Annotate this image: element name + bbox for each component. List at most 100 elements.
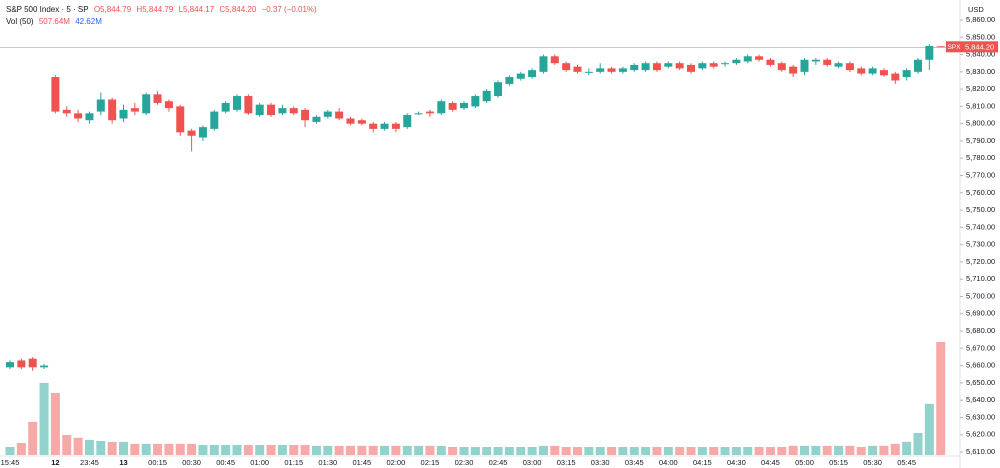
volume-bar	[731, 446, 741, 455]
x-tick-label: 00:30	[182, 458, 201, 467]
volume-bar	[277, 444, 287, 455]
candle-body	[505, 77, 514, 84]
candle-body	[414, 113, 423, 115]
y-tick-label: 5,830.00	[966, 67, 995, 76]
volume-bar	[641, 446, 651, 455]
volume-bar	[879, 445, 889, 455]
volume-bar	[550, 445, 560, 455]
candle-body	[119, 109, 128, 119]
candle-body	[550, 56, 559, 64]
y-tick-label: 5,700.00	[966, 291, 995, 300]
volume-bar	[811, 445, 821, 455]
candle-body	[198, 127, 207, 138]
volume-bar	[675, 446, 685, 455]
volume-bar	[425, 445, 435, 455]
candle-body	[845, 63, 854, 71]
candle-body	[130, 108, 139, 112]
candle-body	[142, 94, 151, 114]
candle-body	[85, 113, 94, 121]
y-tick-label: 5,670.00	[966, 343, 995, 352]
y-tick-label: 5,850.00	[966, 32, 995, 41]
candle-body	[482, 90, 491, 102]
y-tick-label: 5,680.00	[966, 326, 995, 335]
candle-body	[596, 68, 605, 72]
price-legend: S&P 500 Index · 5 · SP O5,844.79 H5,844.…	[6, 4, 320, 16]
volume-bar	[380, 445, 390, 455]
candle-body	[255, 104, 264, 116]
volume-bar	[788, 445, 798, 455]
volume-bar	[743, 446, 753, 455]
volume-bar	[834, 445, 844, 455]
candle-body	[936, 46, 945, 48]
candle-body	[891, 73, 900, 81]
candle-body	[96, 99, 105, 112]
candle-body	[868, 68, 877, 74]
candle-body	[357, 120, 366, 124]
candle-body	[267, 104, 276, 116]
candle-body	[687, 64, 695, 72]
volume-bar	[436, 445, 446, 455]
candle-body	[17, 360, 26, 368]
candle-body	[278, 108, 287, 114]
y-tick-label: 5,690.00	[966, 309, 995, 318]
volume-bar	[686, 446, 696, 455]
candle-body	[233, 96, 241, 110]
candle-body	[335, 111, 344, 119]
y-tick-label: 5,740.00	[966, 222, 995, 231]
x-tick-label: 02:30	[455, 458, 474, 467]
volume-bar	[913, 432, 923, 455]
ohlc-high: H5,844.79	[136, 5, 174, 14]
candle-body	[380, 123, 389, 129]
candle-body	[244, 96, 253, 114]
volume-value: 507.64M	[38, 17, 70, 26]
candle-body	[74, 113, 83, 119]
candle-body	[289, 108, 298, 114]
candle-body	[607, 68, 616, 72]
volume-bar	[561, 446, 571, 455]
volume-legend: Vol (50) 507.64M 42.62M	[6, 16, 320, 28]
candle-body	[539, 56, 548, 72]
volume-bar	[62, 434, 72, 455]
x-tick-label: 05:00	[795, 458, 814, 467]
volume-bar	[584, 446, 594, 455]
candle-body	[425, 111, 434, 114]
volume-bar	[890, 443, 900, 455]
x-tick-label: 05:15	[829, 458, 848, 467]
candle-body	[743, 56, 752, 62]
candle-body	[755, 56, 764, 60]
y-tick-label: 5,650.00	[966, 378, 995, 387]
candle-body	[437, 101, 446, 114]
volume-bar	[902, 441, 912, 455]
volume-bar	[800, 445, 809, 455]
y-tick-label: 5,800.00	[966, 119, 995, 128]
x-tick-label: 01:15	[284, 458, 303, 467]
volume-bar	[504, 446, 514, 455]
candle-body	[766, 59, 775, 65]
x-tick-label: 05:30	[863, 458, 882, 467]
volume-bar	[28, 421, 38, 455]
candle-body	[584, 71, 593, 73]
candle-body	[323, 111, 332, 117]
x-tick-label: 03:00	[523, 458, 542, 467]
ohlc-low: L5,844.17	[178, 5, 215, 14]
volume-bar	[209, 444, 219, 455]
candle-body	[51, 77, 60, 112]
y-tick-label: 5,790.00	[966, 136, 995, 145]
x-tick-label: 02:00	[387, 458, 406, 467]
volume-bar	[73, 437, 83, 455]
candle-body	[210, 111, 219, 129]
y-tick-label: 5,620.00	[966, 430, 995, 439]
x-tick-label: 04:15	[693, 458, 712, 467]
volume-bar	[311, 445, 321, 455]
candle-body	[62, 109, 71, 114]
volume-bar	[697, 446, 707, 455]
candle-body	[698, 63, 707, 69]
candle-body	[879, 70, 888, 76]
candle-body	[857, 68, 866, 74]
volume-bar	[221, 444, 231, 455]
volume-bar	[130, 443, 140, 455]
x-tick-label: 02:15	[421, 458, 440, 467]
price-tag-bg	[946, 41, 962, 53]
candle-body	[346, 118, 355, 124]
